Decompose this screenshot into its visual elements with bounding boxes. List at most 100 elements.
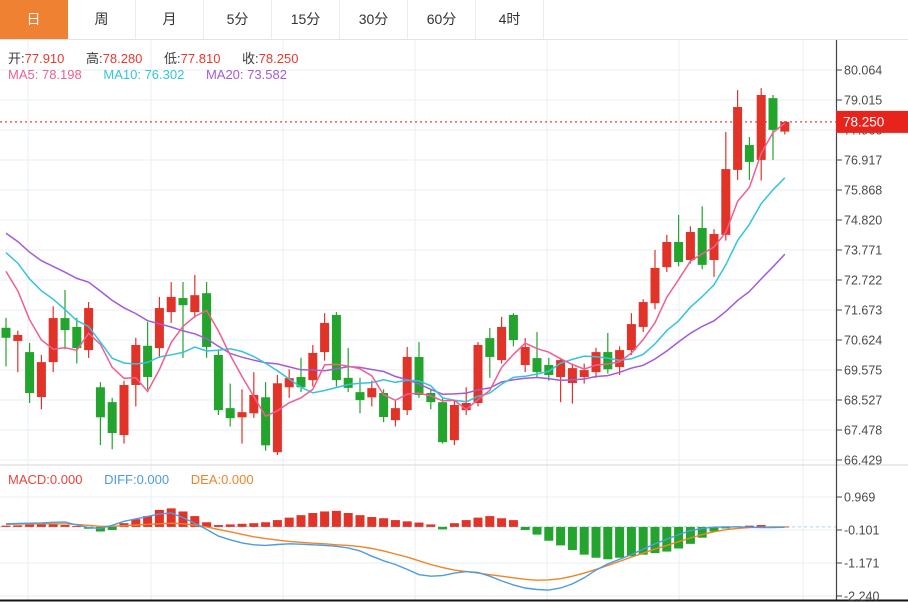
tab-day[interactable]: 日 [0, 0, 68, 39]
candle[interactable] [166, 296, 176, 313]
candle[interactable] [60, 318, 70, 331]
macd-bar [556, 526, 566, 546]
candle[interactable] [662, 241, 672, 268]
candle[interactable] [685, 231, 695, 261]
candle[interactable] [1, 327, 11, 338]
candle[interactable] [697, 227, 707, 265]
price-axis-label: 71.673 [844, 304, 882, 318]
candle[interactable] [461, 403, 471, 411]
candle[interactable] [520, 346, 530, 365]
candle[interactable] [626, 324, 636, 351]
candle[interactable] [296, 376, 306, 388]
price-axis-label: 73.771 [844, 244, 882, 258]
candle[interactable] [25, 352, 35, 393]
candle[interactable] [308, 352, 318, 381]
candle[interactable] [178, 298, 188, 306]
candle[interactable] [343, 377, 353, 388]
macd-bar [485, 516, 495, 527]
chart-svg[interactable]: 80.06479.01577.96676.91775.86874.82073.7… [0, 40, 908, 603]
candle[interactable] [497, 326, 507, 361]
candle[interactable] [320, 322, 330, 353]
tab-30min[interactable]: 30分 [340, 0, 408, 39]
tab-week[interactable]: 周 [68, 0, 136, 39]
candle[interactable] [449, 405, 459, 441]
candle[interactable] [744, 145, 754, 162]
candle[interactable] [532, 358, 542, 373]
candle[interactable] [544, 364, 554, 375]
candle[interactable] [131, 344, 141, 385]
macd-bar [36, 523, 46, 527]
candle[interactable] [284, 378, 294, 388]
candle[interactable] [756, 94, 766, 160]
candle[interactable] [780, 121, 790, 132]
candle[interactable] [402, 356, 412, 411]
candle[interactable] [272, 383, 282, 453]
candle[interactable] [567, 368, 577, 383]
tab-4hour[interactable]: 4时 [476, 0, 544, 39]
candle[interactable] [48, 318, 58, 363]
candle[interactable] [603, 352, 613, 370]
candle[interactable] [331, 314, 341, 381]
candle[interactable] [438, 402, 448, 443]
macd-axis-label: -2.240 [844, 589, 879, 603]
candle[interactable] [426, 392, 436, 403]
candle[interactable] [72, 326, 82, 349]
ma5-line [5, 122, 786, 418]
chart-area[interactable]: 80.06479.01577.96676.91775.86874.82073.7… [0, 40, 908, 603]
candle[interactable] [95, 387, 105, 418]
candle[interactable] [13, 334, 23, 341]
price-axis-label: 74.820 [844, 214, 882, 228]
tab-15min[interactable]: 15分 [272, 0, 340, 39]
macd-bar [591, 526, 601, 558]
candle[interactable] [591, 352, 601, 373]
macd-bar [225, 524, 235, 527]
price-axis: 80.06479.01577.96676.91775.86874.82073.7… [836, 64, 882, 468]
macd-bar [13, 525, 23, 527]
macd-axis: 0.969 -0.101 -1.171 -2.240 [836, 491, 879, 603]
candle[interactable] [213, 354, 223, 411]
macd-bar [284, 517, 294, 527]
candle[interactable] [390, 408, 400, 421]
candle[interactable] [638, 302, 648, 327]
candle[interactable] [237, 412, 247, 418]
candle[interactable] [190, 295, 200, 313]
candle[interactable] [154, 308, 164, 349]
macd-histogram [1, 508, 790, 560]
macd-bar [131, 519, 141, 527]
price-axis-label: 75.868 [844, 184, 882, 198]
macd-bar [1, 525, 11, 527]
candle[interactable] [202, 293, 212, 347]
candle[interactable] [367, 388, 377, 398]
candle[interactable] [556, 360, 566, 377]
macd-bar [154, 509, 164, 527]
candle[interactable] [379, 392, 389, 418]
candle[interactable] [261, 397, 271, 446]
candle[interactable] [508, 314, 518, 341]
candle[interactable] [355, 392, 365, 401]
candle[interactable] [36, 362, 46, 397]
macd-bar [426, 524, 436, 527]
tab-5min[interactable]: 5分 [204, 0, 272, 39]
tab-month[interactable]: 月 [136, 0, 204, 39]
candle[interactable] [119, 384, 129, 436]
candle[interactable] [721, 169, 731, 235]
candle[interactable] [733, 107, 743, 170]
candle[interactable] [473, 344, 483, 404]
candle[interactable] [485, 338, 495, 357]
tab-60min[interactable]: 60分 [408, 0, 476, 39]
candle[interactable] [107, 402, 117, 434]
candle[interactable] [84, 308, 94, 351]
candle[interactable] [249, 394, 259, 414]
candle[interactable] [143, 345, 153, 377]
candle[interactable] [674, 241, 684, 263]
candle[interactable] [414, 356, 424, 395]
candle[interactable] [615, 350, 625, 367]
candle[interactable] [225, 408, 235, 419]
macd-bar [461, 520, 471, 527]
macd-bar [721, 526, 731, 529]
candle[interactable] [768, 98, 778, 130]
candle[interactable] [579, 370, 589, 377]
candle[interactable] [650, 268, 660, 304]
macd-bar [249, 523, 259, 527]
